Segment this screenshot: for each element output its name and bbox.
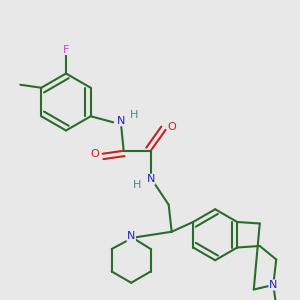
Text: N: N [146, 174, 155, 184]
Text: F: F [63, 44, 69, 55]
Text: O: O [91, 149, 100, 159]
Text: H: H [130, 110, 138, 120]
Text: O: O [167, 122, 176, 132]
Text: N: N [269, 280, 278, 290]
Text: H: H [133, 180, 141, 190]
Text: N: N [116, 116, 125, 126]
Text: N: N [127, 231, 135, 241]
